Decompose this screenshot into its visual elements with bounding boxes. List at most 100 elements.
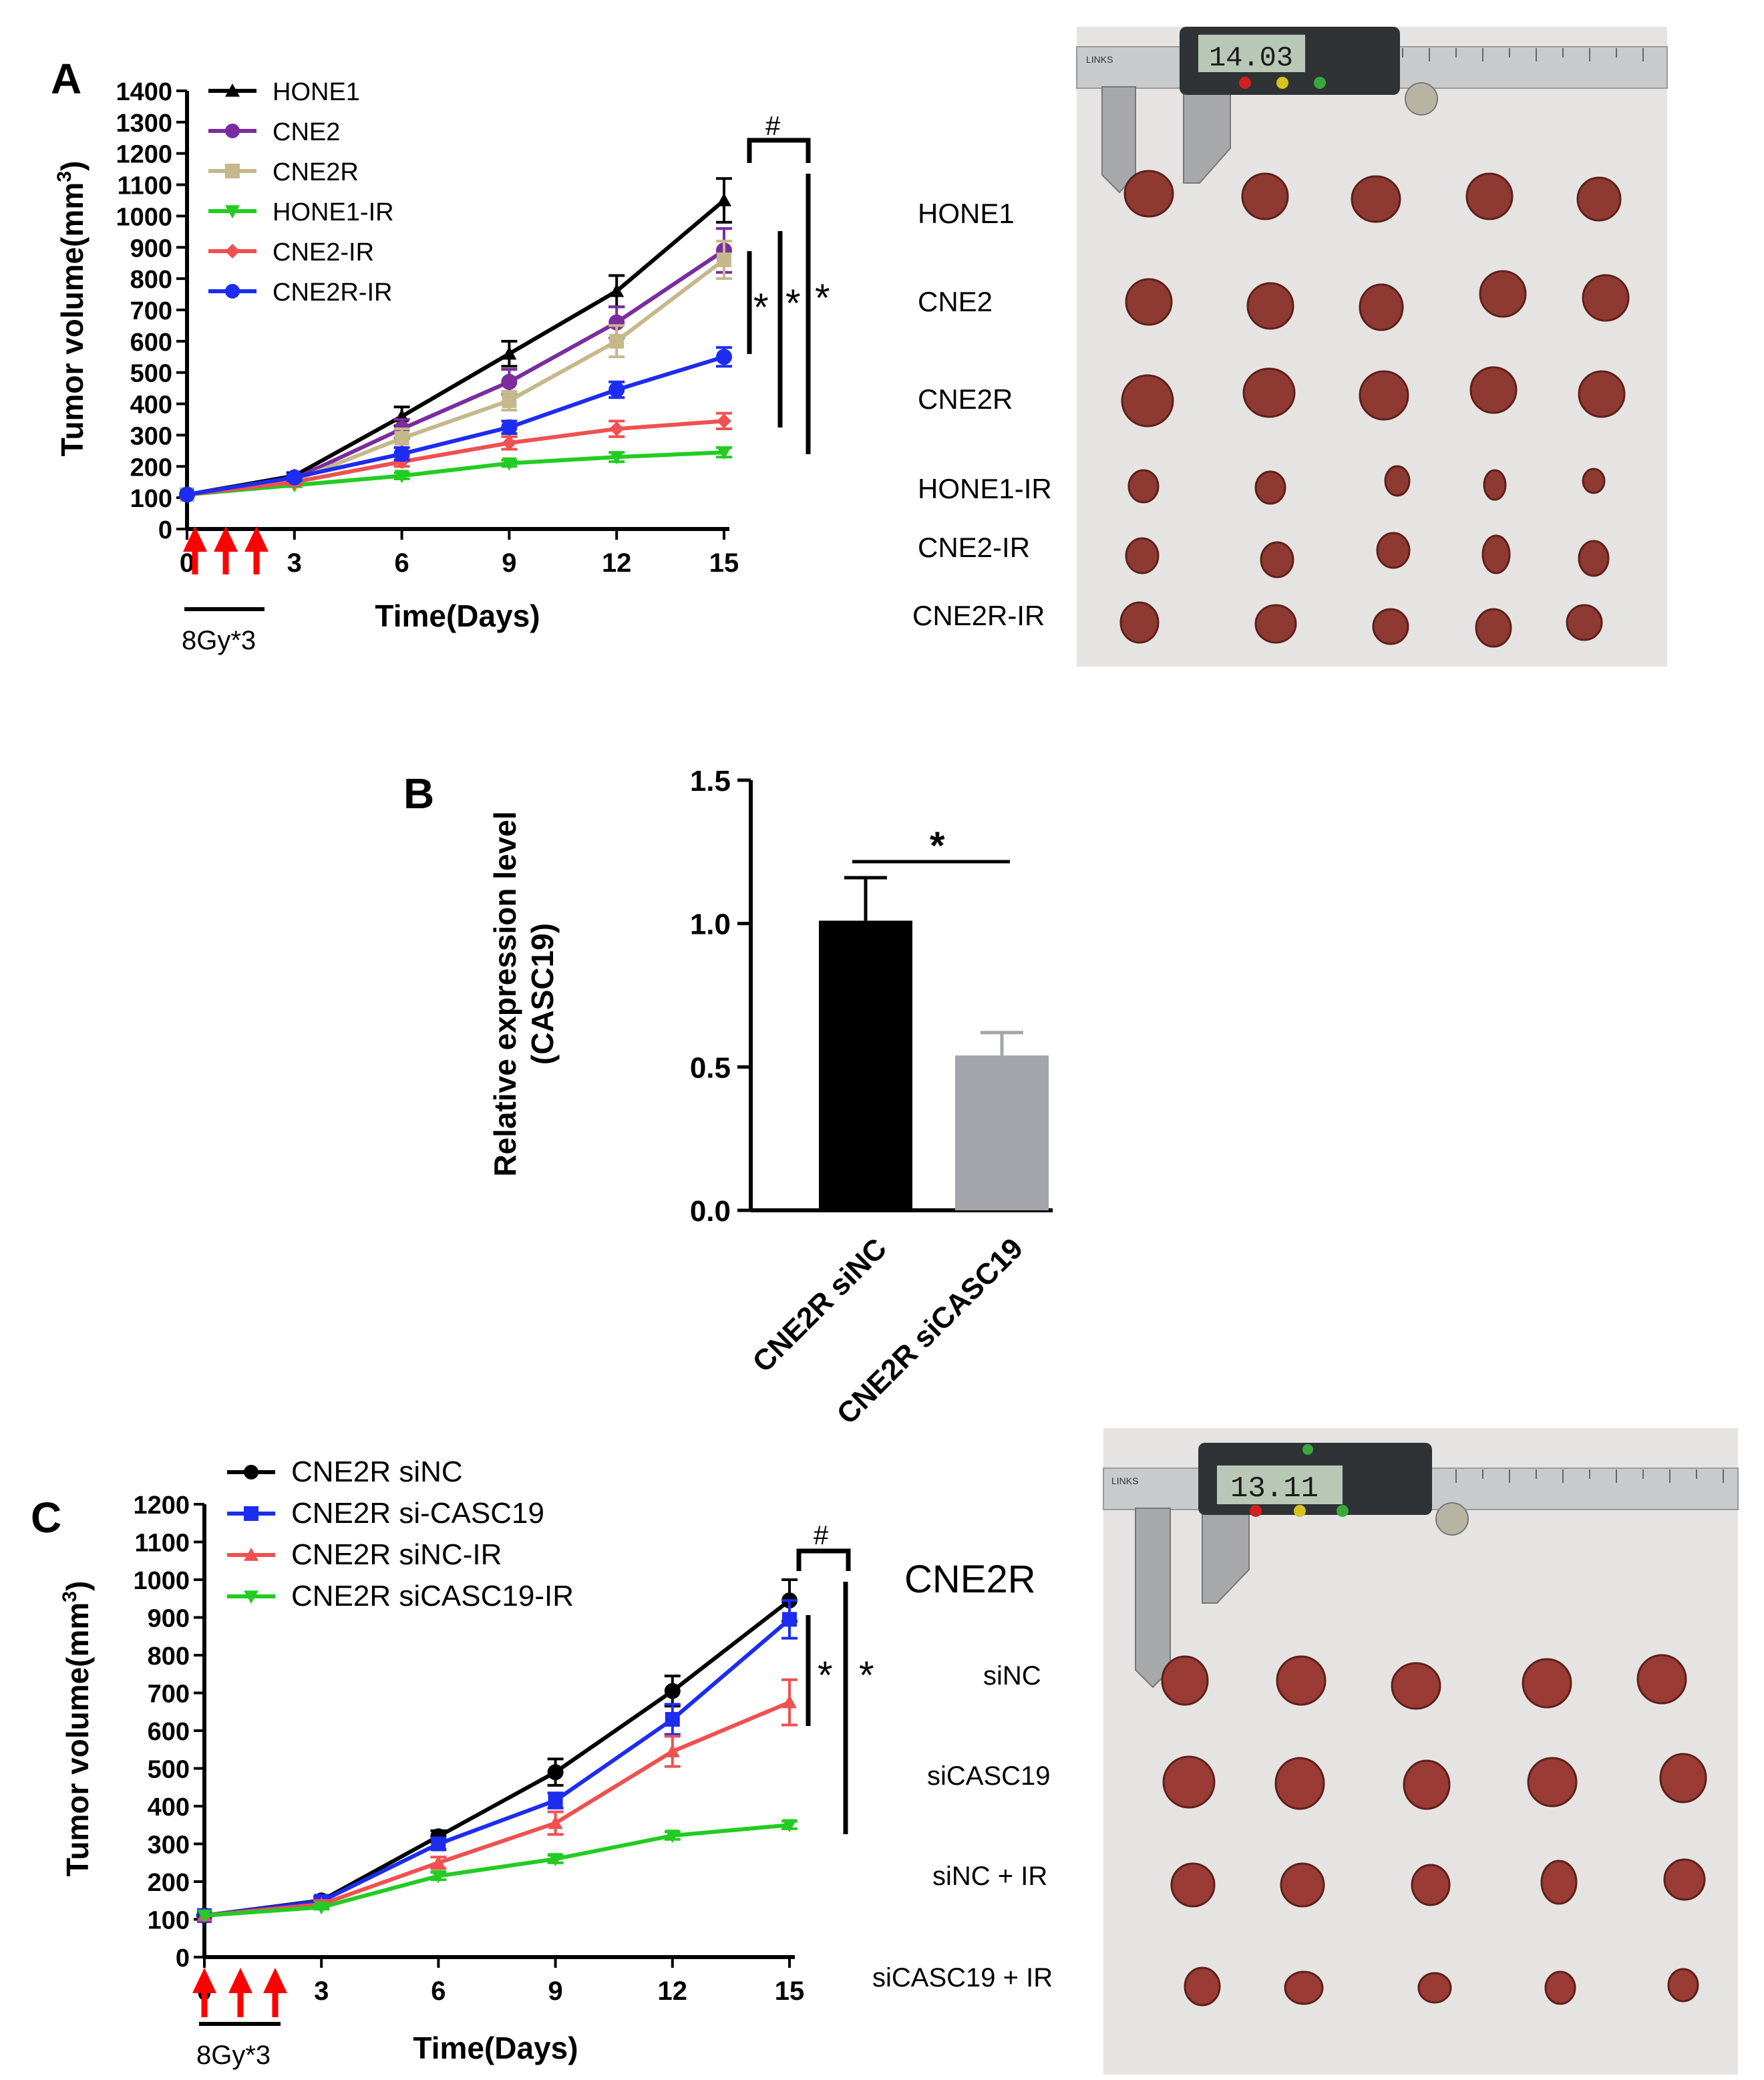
- panel-b-bar-chart: 0.0 0.5 1.0 1.5 Relative expression level (CA…: [488, 765, 1053, 1431]
- tumor: [1125, 537, 1160, 574]
- data-point: [609, 421, 625, 437]
- caliper-screw: [1435, 1502, 1469, 1536]
- y-tick-label: 1.5: [690, 765, 731, 798]
- tumor: [1566, 604, 1603, 641]
- data-point: [244, 1548, 258, 1561]
- data-point: [394, 470, 409, 484]
- legend-label: CNE2R-IR: [273, 279, 392, 307]
- caliper-button: [1302, 1444, 1313, 1455]
- x-tick-label: 3: [314, 1976, 329, 2006]
- data-point: [716, 349, 732, 365]
- data-point: [197, 1910, 212, 1923]
- panel-c-label: C: [31, 1494, 61, 1542]
- series-line: [186, 450, 725, 497]
- data-point: [609, 451, 625, 465]
- tumor: [1403, 1759, 1451, 1810]
- data-point: [664, 1683, 681, 1699]
- tumor: [1246, 282, 1294, 330]
- data-point: [717, 413, 731, 429]
- data-point: [547, 1764, 564, 1781]
- panel-a-tumor-photo: LINKS 14.03: [1076, 27, 1668, 667]
- panel-c-star-1: *: [818, 1654, 833, 1697]
- data-point: [609, 333, 625, 349]
- y-tick-label: 0.0: [690, 1195, 731, 1228]
- data-point: [502, 346, 517, 360]
- series-hone1-ir: [180, 446, 732, 502]
- y-tick-label: 1000: [116, 203, 172, 231]
- legend-label: HONE1-IR: [273, 198, 394, 226]
- caliper-display: [1198, 35, 1305, 72]
- tumor: [1527, 1757, 1578, 1807]
- caliper-button: [1276, 77, 1288, 89]
- data-point: [717, 446, 731, 460]
- panel-c-star-2: *: [859, 1654, 874, 1697]
- panel-a-line-chart: 0 100 200 300 400 500 600 700 800 900 1000 1100 1200…: [53, 78, 739, 633]
- photo-background: [1077, 27, 1667, 667]
- tumor: [1184, 1966, 1221, 2007]
- data-point: [244, 1465, 258, 1480]
- y-tick-label: 900: [130, 234, 172, 263]
- data-point: [502, 436, 517, 451]
- x-tick-label: 9: [502, 548, 516, 578]
- data-point: [225, 284, 240, 299]
- data-point: [225, 124, 240, 138]
- irradiation-arrow-icon: [183, 526, 207, 574]
- series-cne2r: [180, 239, 732, 502]
- legend-label: CNE2R: [273, 158, 359, 186]
- tumor: [1274, 1757, 1325, 1810]
- data-point: [502, 393, 517, 408]
- panel-b-star: *: [930, 824, 945, 868]
- tumor: [1663, 1858, 1706, 1901]
- caliper-jaw-left: [1101, 86, 1136, 194]
- x-axis-label: Time(Days): [375, 598, 540, 633]
- photo-row-label: HONE1-IR: [918, 473, 1052, 504]
- y-tick-label: 200: [130, 454, 172, 482]
- data-point: [548, 1853, 563, 1867]
- tumor: [1411, 1864, 1451, 1906]
- y-tick-label: 1300: [116, 110, 172, 138]
- data-point: [665, 1744, 680, 1757]
- panel-c-hash: #: [814, 1521, 829, 1550]
- panel-c-irradiation-arrows: [192, 1968, 287, 2017]
- photo-row-label: siNC: [983, 1661, 1041, 1691]
- y-tick-label: 0: [158, 516, 172, 544]
- tumor: [1636, 1654, 1687, 1705]
- panel-a-star-3: *: [815, 277, 830, 320]
- y-axis-label: Tumor volume(mm3): [53, 161, 90, 457]
- caliper-display: [1217, 1465, 1343, 1504]
- legend-label: CNE2R si-CASC19: [291, 1497, 544, 1530]
- tumor: [1161, 1655, 1209, 1706]
- caliper-button: [1239, 77, 1251, 89]
- tumor: [1241, 172, 1289, 220]
- panel-b-label: B: [403, 769, 434, 818]
- tumor: [1479, 270, 1527, 318]
- tumor: [1469, 366, 1518, 414]
- x-tick-label: 6: [431, 1976, 446, 2006]
- data-point: [609, 283, 625, 297]
- y-tick-label: 700: [130, 297, 172, 325]
- tumor: [1119, 601, 1160, 644]
- photo-row-label: CNE2-IR: [918, 532, 1030, 563]
- irradiation-arrow-icon: [244, 526, 269, 574]
- tumor: [1483, 469, 1507, 501]
- tumor: [1121, 374, 1174, 427]
- tumor: [1582, 274, 1630, 322]
- panel-a-hash: #: [765, 112, 781, 141]
- y-tick-label: 100: [130, 485, 172, 513]
- panel-a-row-labels: HONE1 CNE2 CNE2R HONE1-IR CNE2-IR CNE2R-…: [912, 198, 1052, 631]
- tumor: [1376, 532, 1411, 569]
- series-line: [186, 248, 725, 497]
- data-point: [225, 164, 240, 178]
- irradiation-arrow-icon: [263, 1968, 287, 2017]
- photo-row-label: siNC + IR: [932, 1862, 1047, 1891]
- y-tick-label: 1100: [135, 1530, 190, 1558]
- series-line: [204, 1618, 791, 1918]
- data-point: [665, 1712, 680, 1727]
- y-tick-label: 1100: [118, 172, 172, 200]
- panel-c-hash-bracket: [796, 1548, 851, 1571]
- panel-c-tumor-photo: LINKS 13.11: [1103, 1428, 1739, 2075]
- series-cne2r-sicasc19-ir: [197, 1819, 798, 1923]
- data-point: [665, 1830, 680, 1844]
- data-point: [286, 469, 303, 486]
- data-point: [431, 1855, 446, 1869]
